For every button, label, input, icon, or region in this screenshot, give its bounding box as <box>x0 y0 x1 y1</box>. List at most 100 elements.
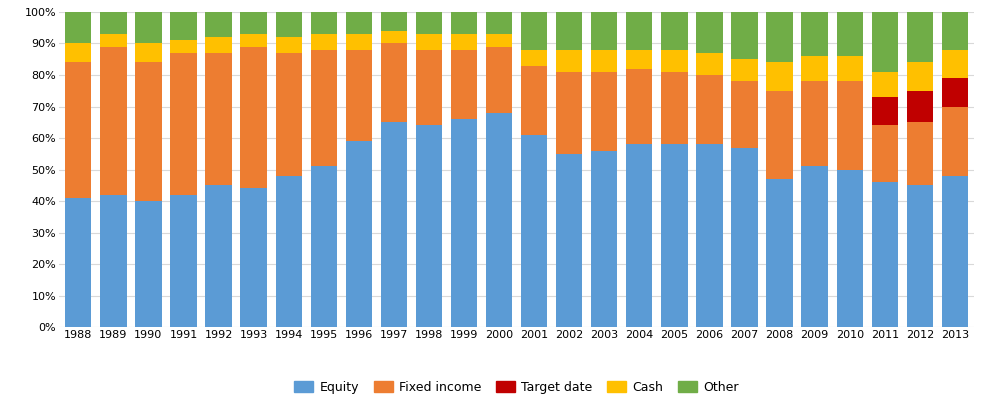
Bar <box>345 50 372 141</box>
Bar <box>802 12 828 56</box>
Bar <box>170 40 197 53</box>
Bar <box>416 50 442 125</box>
Bar <box>416 34 442 50</box>
Bar <box>451 119 477 327</box>
Bar <box>100 195 127 327</box>
Bar <box>486 34 513 47</box>
Bar <box>206 186 231 327</box>
Bar <box>206 37 231 53</box>
Bar <box>661 50 688 72</box>
Bar <box>136 201 161 327</box>
Bar <box>345 34 372 50</box>
Bar <box>100 47 127 195</box>
Bar <box>836 56 863 81</box>
Bar <box>906 12 933 62</box>
Bar <box>556 12 583 50</box>
Bar <box>802 56 828 81</box>
Bar <box>486 12 513 34</box>
Bar <box>276 12 302 37</box>
Bar <box>906 186 933 327</box>
Bar <box>521 65 547 135</box>
Bar <box>731 148 758 327</box>
Bar <box>276 176 302 327</box>
Bar <box>451 50 477 119</box>
Bar <box>906 91 933 122</box>
Bar <box>942 176 968 327</box>
Bar <box>381 122 407 327</box>
Bar <box>872 72 897 97</box>
Bar <box>136 62 161 201</box>
Bar <box>521 135 547 327</box>
Bar <box>486 47 513 113</box>
Bar <box>942 12 968 50</box>
Bar <box>802 81 828 166</box>
Bar <box>731 81 758 148</box>
Bar <box>416 12 442 34</box>
Bar <box>626 69 652 144</box>
Bar <box>872 125 897 182</box>
Bar <box>697 53 722 75</box>
Bar <box>767 179 793 327</box>
Bar <box>767 62 793 91</box>
Bar <box>276 37 302 53</box>
Bar <box>626 50 652 69</box>
Bar <box>836 12 863 56</box>
Bar <box>872 182 897 327</box>
Bar <box>521 12 547 50</box>
Bar <box>591 72 617 151</box>
Bar <box>836 81 863 170</box>
Bar <box>697 144 722 327</box>
Bar <box>591 50 617 72</box>
Bar <box>136 43 161 62</box>
Bar <box>697 75 722 144</box>
Bar <box>240 34 267 47</box>
Bar <box>486 113 513 327</box>
Bar <box>311 34 337 50</box>
Bar <box>381 43 407 122</box>
Bar <box>170 53 197 195</box>
Bar <box>345 141 372 327</box>
Bar <box>872 12 897 72</box>
Bar <box>100 12 127 34</box>
Legend: Equity, Fixed income, Target date, Cash, Other: Equity, Fixed income, Target date, Cash,… <box>294 381 739 394</box>
Bar <box>381 31 407 43</box>
Bar <box>170 12 197 40</box>
Bar <box>802 166 828 327</box>
Bar <box>591 151 617 327</box>
Bar <box>836 170 863 327</box>
Bar <box>906 122 933 186</box>
Bar <box>731 59 758 81</box>
Bar <box>65 43 92 62</box>
Bar <box>697 12 722 53</box>
Bar <box>206 53 231 186</box>
Bar <box>626 12 652 50</box>
Bar <box>170 195 197 327</box>
Bar <box>626 144 652 327</box>
Bar <box>556 72 583 154</box>
Bar <box>556 154 583 327</box>
Bar <box>240 188 267 327</box>
Bar <box>65 62 92 198</box>
Bar <box>311 12 337 34</box>
Bar <box>906 62 933 91</box>
Bar <box>136 12 161 43</box>
Bar <box>100 34 127 47</box>
Bar <box>942 50 968 78</box>
Bar <box>556 50 583 72</box>
Bar <box>311 50 337 166</box>
Bar <box>381 12 407 31</box>
Bar <box>240 12 267 34</box>
Bar <box>872 97 897 125</box>
Bar <box>65 198 92 327</box>
Bar <box>661 144 688 327</box>
Bar <box>451 12 477 34</box>
Bar <box>206 12 231 37</box>
Bar <box>767 12 793 62</box>
Bar <box>731 12 758 59</box>
Bar <box>767 91 793 179</box>
Bar <box>416 125 442 327</box>
Bar <box>521 50 547 65</box>
Bar <box>591 12 617 50</box>
Bar <box>942 78 968 107</box>
Bar <box>311 166 337 327</box>
